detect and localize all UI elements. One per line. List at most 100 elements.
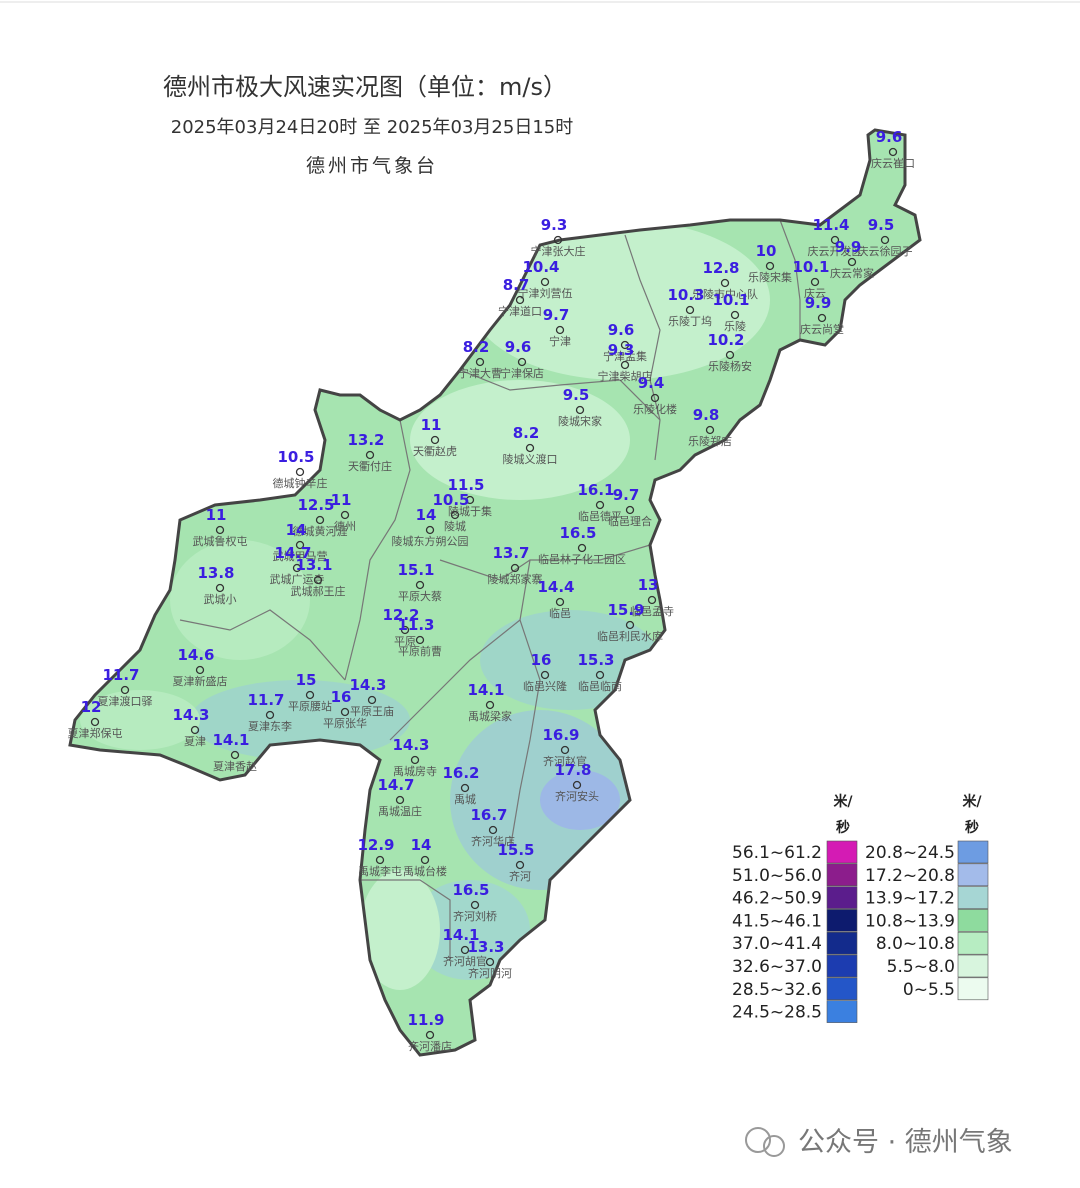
station-dot: [575, 405, 585, 415]
legend-swatch: [826, 954, 858, 978]
wind-value: 11: [206, 506, 227, 524]
station-dot: [400, 625, 410, 635]
legend-swatch: [826, 977, 858, 1001]
station-dot: [313, 575, 323, 585]
station-dot: [465, 495, 475, 505]
border: [459, 369, 661, 421]
station-name: 宁津保店: [500, 366, 544, 380]
station-dot: [340, 510, 350, 520]
station-dot: [395, 795, 405, 805]
legend-swatch: [826, 840, 858, 864]
wind-value: 11.7: [102, 666, 139, 684]
legend-unit: 秒: [965, 819, 979, 836]
station-name: 平原: [394, 635, 416, 648]
legend-label: 0~5.5: [903, 980, 955, 1000]
station-dot: [650, 393, 660, 403]
station-name: 禹城温庄: [378, 804, 422, 818]
legend-label: 8.0~10.8: [876, 934, 955, 954]
wind-value: 10.1: [712, 291, 749, 309]
legend-label: 32.6~37.0: [732, 957, 822, 977]
wind-value: 9.7: [613, 486, 640, 504]
station-dot: [215, 583, 225, 593]
station-dot: [430, 435, 440, 445]
station-name: 夏津: [184, 735, 206, 748]
station-name: 乐陵丁坞: [668, 314, 712, 328]
station-name: 庆云尚堂: [800, 322, 844, 336]
station-name: 夏津东李: [248, 719, 292, 733]
wind-value: 13.2: [347, 431, 384, 449]
station-name: 德州: [334, 519, 356, 533]
wind-value: 14: [286, 521, 307, 539]
station-name: 临邑理合: [608, 514, 652, 528]
station-dot: [647, 595, 657, 605]
legend-label: 24.5~28.5: [732, 1003, 822, 1023]
wind-value: 16: [331, 688, 352, 706]
border: [389, 559, 531, 741]
station-dot: [625, 505, 635, 515]
wind-value: 13.3: [467, 938, 504, 956]
station-name: 平原王庙: [350, 704, 394, 718]
wind-value: 14.3: [349, 676, 386, 694]
legend-unit: 秒: [836, 819, 850, 836]
station-name: 夏津渡口驿: [98, 694, 153, 708]
station-dot: [425, 525, 435, 535]
wind-value: 11: [421, 416, 442, 434]
station-name: 夏津新盛店: [173, 674, 228, 688]
legend-swatch: [957, 886, 989, 909]
wind-value: 16.5: [452, 881, 489, 899]
station-dot: [120, 685, 130, 695]
station-dot: [367, 695, 377, 705]
station-dot: [460, 783, 470, 793]
legend-swatch: [826, 863, 858, 887]
station-name: 乐陵: [724, 320, 746, 333]
wind-value: 16.9: [542, 726, 579, 744]
wind-value: 10.5: [432, 491, 469, 509]
border: [779, 219, 801, 340]
station-name: 宁津: [549, 334, 571, 348]
map-title: 德州市极大风速实况图（单位：m/s）: [163, 73, 567, 101]
station-name: 平原大蔡: [398, 589, 442, 603]
station-name: 陵城义渡口: [503, 452, 558, 466]
station-dot: [515, 860, 525, 870]
wind-value: 14.1: [467, 681, 504, 699]
wind-value: 9.8: [693, 406, 720, 424]
station-name: 临邑孟寺: [630, 604, 674, 618]
border: [360, 879, 451, 960]
station-dot: [460, 945, 470, 955]
station-name: 齐河阴河: [468, 966, 512, 980]
legend-swatch: [957, 931, 989, 955]
issuer: 德州市气象台: [306, 155, 438, 177]
wind-value: 9.5: [868, 216, 895, 234]
station-name: 宁津柴胡店: [598, 369, 653, 383]
wind-value: 12.2: [382, 606, 419, 624]
station-dot: [365, 450, 375, 460]
station-name: 武城广运寺: [270, 573, 325, 586]
legend-label: 51.0~56.0: [732, 866, 822, 886]
station-dot: [425, 1030, 435, 1040]
legend-swatch: [957, 909, 989, 932]
wind-value: 15.9: [607, 601, 644, 619]
county-borders: [179, 219, 801, 960]
station-dot: [888, 147, 898, 157]
station-name: 庆云开发区: [808, 244, 863, 258]
station-name: 庆云徐园子: [858, 244, 913, 258]
station-name: 平原张华: [323, 716, 367, 730]
station-name: 宁津刘营伍: [518, 286, 573, 300]
station-dot: [830, 235, 840, 245]
wind-value: 11.4: [812, 216, 849, 234]
station-name: 临邑德平: [578, 509, 622, 523]
wind-value: 9.5: [563, 386, 590, 404]
station-name: 临邑林子化工园区: [538, 552, 626, 566]
station-dot: [525, 443, 535, 453]
wind-value: 16: [531, 651, 552, 669]
station-dot: [415, 635, 425, 645]
station-dot: [880, 235, 890, 245]
station-name: 临邑兴隆: [523, 679, 567, 693]
station-dot: [295, 467, 305, 477]
station-name: 天衢付庄: [348, 459, 392, 473]
station-name: 禹城台楼: [403, 864, 447, 878]
wind-value: 14.6: [177, 646, 214, 664]
station-name: 宁津孟集: [603, 349, 647, 363]
